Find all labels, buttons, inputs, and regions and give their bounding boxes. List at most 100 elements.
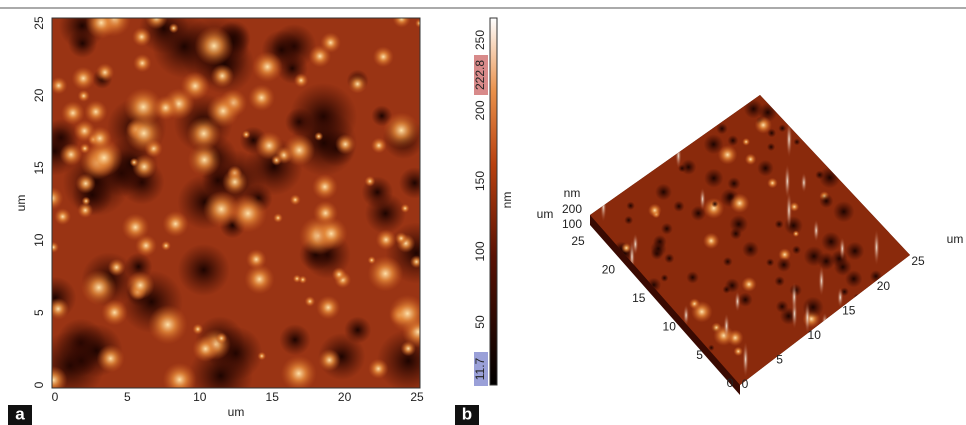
surface-grain — [703, 134, 724, 155]
z-tick-label: 200 — [562, 202, 582, 216]
bright-grain — [415, 18, 420, 28]
bright-grain — [186, 116, 221, 151]
surface-grain — [678, 164, 687, 173]
bright-grain — [81, 269, 117, 306]
x-tick-label: 10 — [193, 390, 207, 404]
bright-grain — [289, 194, 301, 206]
bright-grain — [135, 234, 157, 257]
bright-grain — [192, 335, 219, 362]
bright-grain — [124, 87, 163, 127]
surface-grain — [660, 274, 669, 282]
y-tick-label: 25 — [32, 16, 46, 30]
colorbar-tick-label: 250 — [473, 30, 487, 50]
surface-peak — [821, 312, 828, 331]
surface-grain — [621, 242, 632, 254]
bright-grain — [206, 94, 240, 128]
surface-peak — [723, 313, 730, 339]
surface-peak — [784, 164, 791, 199]
dark-region — [177, 243, 230, 297]
colorbar-tick-label: 150 — [473, 171, 487, 191]
surface-grain — [626, 201, 635, 211]
surface-peak — [800, 172, 807, 193]
x-tick-label: 0 — [52, 390, 59, 404]
surface-grain — [726, 192, 735, 201]
y-tick-label: 0 — [727, 376, 734, 390]
surface-grain — [708, 344, 715, 351]
x-tick-label: 0 — [742, 377, 749, 391]
bright-grain — [316, 295, 341, 320]
bright-grain — [320, 32, 341, 54]
surface-peak — [839, 237, 846, 260]
surface-grain — [722, 256, 733, 267]
surface-grain — [711, 200, 719, 208]
surface-grain — [660, 222, 673, 235]
y-tick-label: 15 — [32, 161, 46, 175]
surface-peak — [786, 121, 793, 158]
bright-grain — [210, 64, 235, 88]
bright-grain — [318, 348, 341, 372]
bright-grain — [125, 114, 163, 153]
surface-grain — [776, 257, 792, 273]
bright-grain — [215, 332, 228, 345]
y-tick-label: 20 — [602, 263, 616, 277]
bright-grain — [388, 294, 420, 333]
min-marker: 11.7 — [473, 357, 487, 380]
max-marker: 222.8 — [473, 60, 487, 90]
colorbar-tick-label: 100 — [473, 241, 487, 261]
panel-label-box — [8, 405, 32, 425]
bright-grain — [194, 26, 234, 66]
dark-region — [279, 324, 311, 356]
surface-grain — [757, 159, 774, 177]
bright-grain — [372, 46, 394, 68]
y-tick-label: 20 — [32, 88, 46, 102]
surface-grain — [791, 245, 802, 255]
y-tick-label: 5 — [32, 309, 46, 316]
surface-grain — [673, 200, 685, 212]
surface-grain — [766, 142, 776, 152]
surface-peak — [785, 191, 792, 229]
bright-grain — [244, 264, 275, 295]
surface-grain — [743, 99, 764, 119]
surface-peak — [734, 291, 741, 312]
bright-grain — [400, 203, 410, 213]
y-tick-label: 5 — [696, 348, 703, 362]
surface-peak — [600, 192, 607, 222]
bright-grain — [331, 267, 347, 282]
bright-grain — [96, 344, 125, 373]
bright-grain — [370, 137, 387, 154]
bright-grain — [255, 131, 284, 160]
x-axis-label: um — [947, 232, 964, 246]
y-axis-label: um — [14, 195, 28, 212]
surface-grain — [733, 346, 744, 357]
surface-peak — [683, 304, 690, 326]
bright-grain — [375, 229, 397, 251]
x-tick-label: 5 — [124, 390, 131, 404]
y-axis-label: um — [537, 207, 554, 221]
surface-grain — [754, 116, 772, 134]
surface-grain — [717, 144, 738, 165]
max-marker-box — [474, 55, 488, 95]
afm-texture — [52, 18, 420, 388]
bright-grain — [394, 232, 408, 245]
surface-grain — [853, 293, 860, 300]
surface-grain — [722, 285, 731, 294]
dark-region — [398, 167, 420, 199]
surface-grain — [775, 300, 789, 313]
surface-grain — [744, 153, 757, 166]
bright-grain — [367, 256, 376, 265]
surface-grain — [650, 240, 667, 257]
y-tick-label: 25 — [571, 234, 585, 248]
bright-grain — [162, 210, 189, 237]
bright-grain — [383, 112, 420, 149]
bright-grain — [304, 296, 316, 307]
surface-grain — [778, 124, 787, 133]
bright-grain — [292, 274, 302, 283]
bright-grain — [85, 18, 118, 39]
surface-grain — [819, 193, 834, 209]
bright-grain — [367, 255, 404, 292]
z-tick-label: 100 — [562, 217, 582, 231]
colorbar — [489, 17, 498, 386]
x-tick-label: 25 — [911, 254, 925, 268]
bright-grain — [101, 299, 128, 326]
surface-grain — [704, 168, 724, 188]
